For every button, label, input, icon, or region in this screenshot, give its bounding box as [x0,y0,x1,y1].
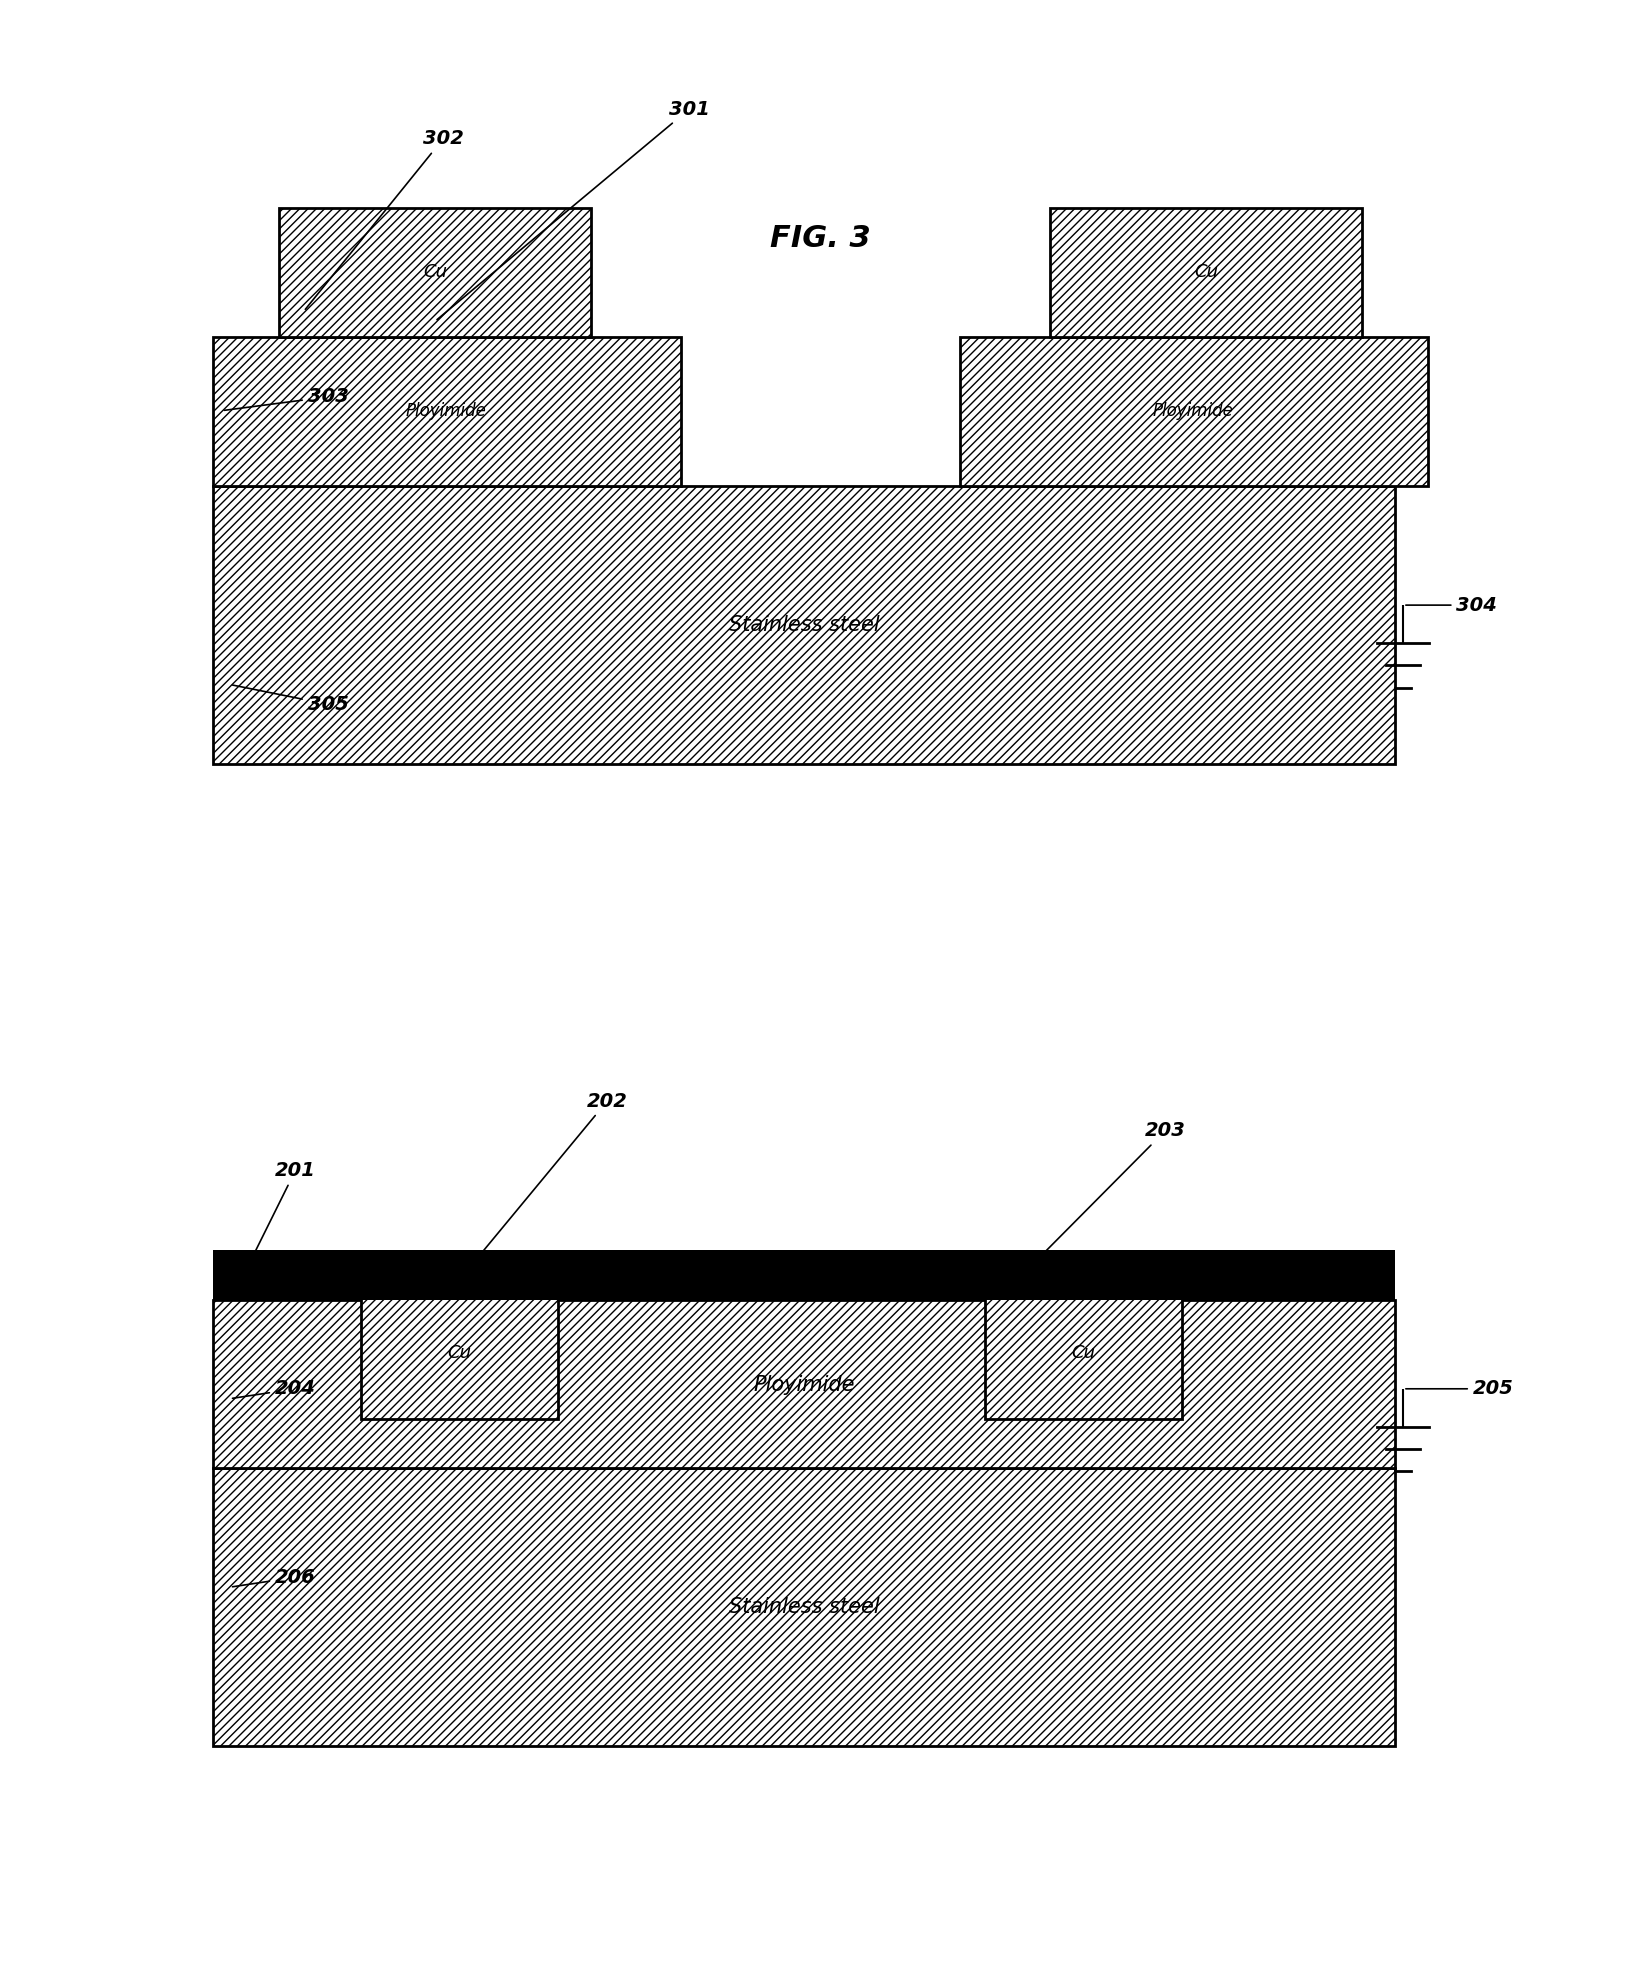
Bar [213,337,681,486]
Text: FIG. 3: FIG. 3 [770,224,871,252]
Text: FIG. 2: FIG. 2 [770,1256,871,1284]
Text: Stainless steel: Stainless steel [729,1597,880,1617]
Text: 205: 205 [1406,1379,1513,1399]
Text: 303: 303 [225,387,348,411]
Text: Stainless steel: Stainless steel [729,615,880,635]
Bar [960,337,1428,486]
Text: 202: 202 [461,1091,627,1278]
Bar [279,208,591,337]
Text: Ployimide: Ployimide [405,401,487,421]
Text: 201: 201 [248,1161,315,1268]
Text: 304: 304 [1406,595,1497,615]
Bar [985,1290,1182,1419]
Text: 206: 206 [233,1567,315,1587]
Text: 203: 203 [1019,1121,1185,1278]
Bar [213,1250,1395,1300]
Text: Cu: Cu [423,262,446,282]
Text: Cu: Cu [1195,262,1218,282]
Text: 204: 204 [233,1379,315,1399]
Bar [213,1300,1395,1468]
Text: Cu: Cu [1072,1343,1095,1363]
Text: Ployimide: Ployimide [753,1375,855,1395]
Bar [361,1290,558,1419]
Text: Ployimide: Ployimide [1152,401,1234,421]
Bar [1050,208,1362,337]
Text: 302: 302 [305,129,463,310]
Text: Cu: Cu [448,1343,471,1363]
Text: 301: 301 [437,99,709,319]
Bar [213,486,1395,764]
Text: 305: 305 [233,684,348,714]
Bar [213,1468,1395,1746]
